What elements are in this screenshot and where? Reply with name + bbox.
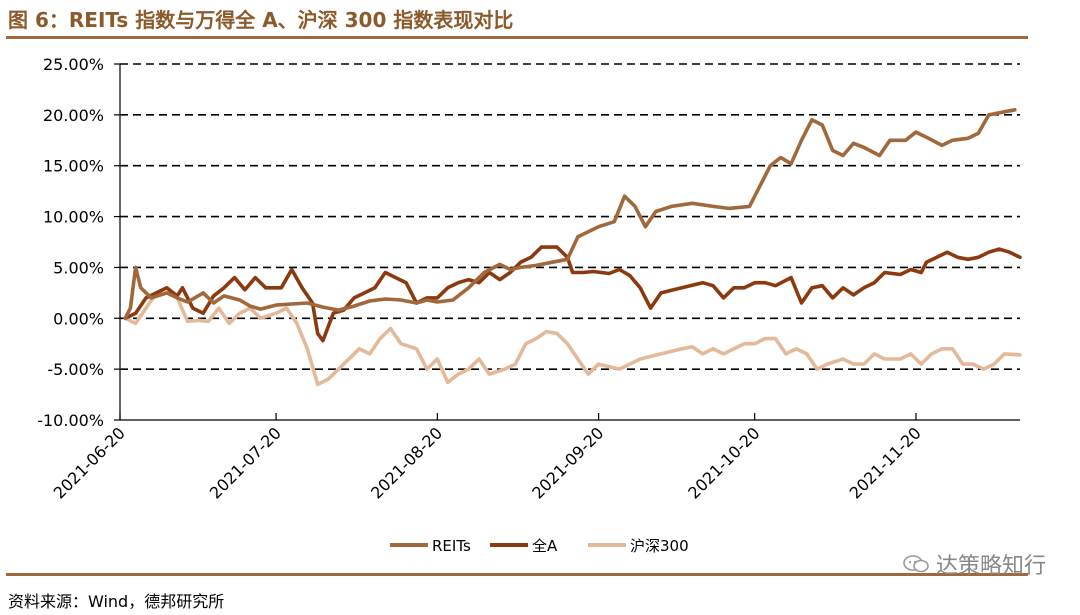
x-tick-labels: 2021-06-20 2021-07-20 2021-08-20 2021-09-20… [50, 423, 925, 502]
y-tick-label: -10.00% [37, 411, 104, 430]
x-tick-label: 2021-09-20 [528, 423, 607, 502]
watermark: 达策略知行 [902, 548, 1046, 580]
legend: REITs 全A 沪深300 [390, 537, 689, 555]
bottom-rule [6, 573, 1028, 576]
y-tick-label: 15.00% [43, 157, 104, 176]
y-tick-label: 25.00% [43, 55, 104, 74]
axes [114, 63, 1020, 421]
y-tick-labels: -10.00% -5.00% 0.00% 5.00% 10.00% 15.00% 20.00… [37, 55, 104, 430]
x-tick-label: 2021-10-20 [684, 423, 763, 502]
grid-lines [120, 63, 1020, 370]
wechat-icon [903, 555, 929, 573]
line-chart: -10.00% -5.00% 0.00% 5.00% 10.00% 15.00% 20.00… [37, 55, 1022, 555]
x-tick-label: 2021-07-20 [206, 423, 285, 502]
x-tick-label: 2021-06-20 [50, 423, 129, 502]
source-note: 资料来源：Wind，德邦研究所 [8, 592, 225, 611]
series-line-2 [123, 286, 1022, 387]
series-line-0 [123, 108, 1017, 321]
legend-label: REITs [432, 537, 471, 555]
y-tick-label: 0.00% [53, 309, 104, 328]
chart-title: 图 6：REITs 指数与万得全 A、沪深 300 指数表现对比 [8, 8, 514, 32]
legend-label: 全A [532, 537, 558, 555]
top-rule [6, 36, 1028, 39]
y-tick-label: 10.00% [43, 208, 104, 227]
series-lines [123, 108, 1022, 387]
y-tick-label: 20.00% [43, 106, 104, 125]
x-tick-label: 2021-11-20 [846, 423, 925, 502]
y-tick-label: 5.00% [53, 258, 104, 277]
series-line-1 [123, 245, 1022, 343]
watermark-text: 达策略知行 [935, 554, 1046, 579]
legend-label: 沪深300 [630, 537, 689, 555]
y-tick-label: -5.00% [47, 360, 104, 379]
x-tick-label: 2021-08-20 [367, 423, 446, 502]
